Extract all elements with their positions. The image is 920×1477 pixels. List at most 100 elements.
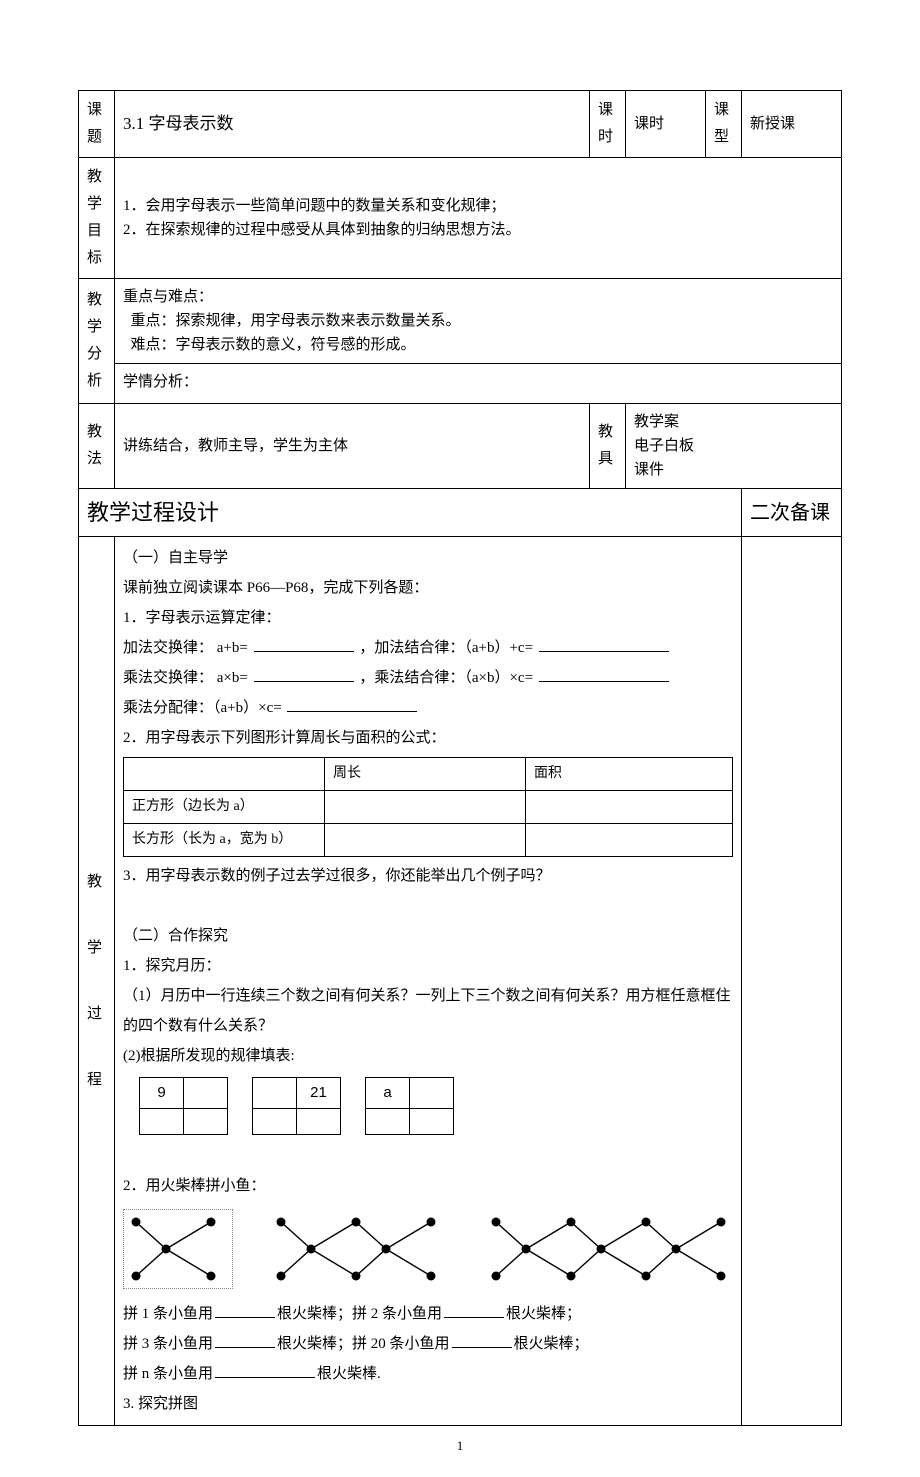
- key-point: 重点：探索规律，用字母表示数来表示数量关系。: [123, 309, 833, 333]
- fish-svg-2: [273, 1214, 448, 1284]
- grid2-tr: 21: [297, 1078, 341, 1109]
- tools-content: 教学案 电子白板 课件: [626, 404, 842, 489]
- f1b: 根火柴棒；拼 2 条小鱼用: [277, 1306, 442, 1322]
- grid3-tl: a: [366, 1078, 410, 1109]
- line-distributive: 乘法分配律：（a+b）×c=: [123, 693, 733, 723]
- fish-diagrams: [123, 1209, 733, 1289]
- lesson-plan-table: 课 题 3.1 字母表示数 课 时 课时 课 型 新授课 教 学 目 标 1．会…: [78, 90, 842, 1426]
- objectives-row: 教 学 目 标 1．会用字母表示一些简单问题中的数量关系和变化规律； 2．在探索…: [79, 158, 842, 279]
- s2-q2: 2．用火柴棒拼小鱼：: [123, 1171, 733, 1201]
- s1-q2: 2．用字母表示下列图形计算周长与面积的公式：: [123, 723, 733, 753]
- student-analysis: 学情分析：: [115, 364, 842, 404]
- keypoints-content: 重点与难点： 重点：探索规律，用字母表示数来表示数量关系。 难点：字母表示数的意…: [115, 279, 842, 364]
- t-col1: [124, 758, 325, 791]
- line-multiplication: 乘法交换律： a×b= ，乘法结合律：（a×b）×c=: [123, 663, 733, 693]
- blank-3: [254, 667, 354, 682]
- header-row: 课 题 3.1 字母表示数 课 时 课时 课 型 新授课: [79, 91, 842, 158]
- lesson-title: 3.1 字母表示数: [115, 91, 590, 158]
- s1-pre: 课前独立阅读课本 P66—P68，完成下列各题：: [123, 573, 733, 603]
- grid-1: 9: [139, 1077, 228, 1135]
- tool-1: 教学案: [634, 410, 833, 434]
- f2c: 根火柴棒；: [514, 1336, 589, 1352]
- method-value: 讲练结合，教师主导，学生为主体: [115, 404, 590, 489]
- fish-svg-1: [128, 1214, 228, 1284]
- objective-2: 2．在探索规律的过程中感受从具体到抽象的归纳思想方法。: [123, 218, 833, 242]
- process-content: （一）自主导学 课前独立阅读课本 P66—P68，完成下列各题： 1．字母表示运…: [115, 537, 742, 1426]
- tool-3: 课件: [634, 458, 833, 482]
- fish-svg-3: [488, 1214, 738, 1284]
- grid-3: a: [365, 1077, 454, 1135]
- keypoints-title: 重点与难点：: [123, 285, 833, 309]
- cell-r1c3: [525, 791, 732, 824]
- blank-f4: [452, 1333, 512, 1348]
- period-label: 课 时: [590, 91, 626, 158]
- tool-2: 电子白板: [634, 434, 833, 458]
- notes-column: [742, 537, 842, 1426]
- period-value: 课时: [626, 91, 706, 158]
- line-addition: 加法交换律： a+b= ，加法结合律：（a+b）+c=: [123, 633, 733, 663]
- s1-q1a: 加法交换律： a+b=: [123, 640, 248, 656]
- f3b: 根火柴棒.: [317, 1366, 381, 1382]
- fill-line-1: 拼 1 条小鱼用 根火柴棒；拼 2 条小鱼用 根火柴棒；: [123, 1299, 733, 1329]
- tools-label: 教 具: [590, 404, 626, 489]
- t-col3: 面积: [525, 758, 732, 791]
- s1-q1d: ，乘法结合律：（a×b）×c=: [359, 670, 533, 686]
- s1-q3: 3．用字母表示数的例子过去学过很多，你还能举出几个例子吗？: [123, 861, 733, 891]
- t-col2: 周长: [324, 758, 525, 791]
- type-value: 新授课: [742, 91, 842, 158]
- method-label: 教 法: [79, 404, 115, 489]
- s1-q1e: 乘法分配律：（a+b）×c=: [123, 700, 282, 716]
- s1-q1b: ，加法结合律：（a+b）+c=: [359, 640, 533, 656]
- grid1-tl: 9: [140, 1078, 184, 1109]
- process-title: 教学过程设计: [79, 489, 742, 537]
- fish-1: [123, 1209, 233, 1289]
- difficulty: 难点：字母表示数的意义，符号感的形成。: [123, 333, 833, 357]
- blank-f5: [215, 1363, 315, 1378]
- section-title-row: 教学过程设计 二次备课: [79, 489, 842, 537]
- method-row: 教 法 讲练结合，教师主导，学生为主体 教 具 教学案 电子白板 课件: [79, 404, 842, 489]
- objectives-label: 教 学 目 标: [79, 158, 115, 279]
- blank-5: [287, 697, 417, 712]
- cell-r2c2: [324, 824, 525, 857]
- page-number: 1: [78, 1436, 842, 1457]
- blank-1: [254, 637, 354, 652]
- cell-r1c2: [324, 791, 525, 824]
- objectives-content: 1．会用字母表示一些简单问题中的数量关系和变化规律； 2．在探索规律的过程中感受…: [115, 158, 842, 279]
- blank-f2: [444, 1303, 504, 1318]
- s1-q1c: 乘法交换律： a×b=: [123, 670, 248, 686]
- f1a: 拼 1 条小鱼用: [123, 1306, 213, 1322]
- s2-title: （二）合作探究: [123, 921, 733, 951]
- s2-q1b: (2)根据所发现的规律填表:: [123, 1041, 733, 1071]
- s2-q3: 3. 探究拼图: [123, 1389, 733, 1419]
- blank-2: [539, 637, 669, 652]
- t-row2: 长方形（长为 a，宽为 b）: [124, 824, 325, 857]
- f2b: 根火柴棒；拼 20 条小鱼用: [277, 1336, 450, 1352]
- analysis-label: 教 学 分 析: [79, 279, 115, 404]
- fish-2: [273, 1214, 448, 1284]
- s2-q1a: （1）月历中一行连续三个数之间有何关系？一列上下三个数之间有何关系？用方框任意框…: [123, 981, 733, 1041]
- process-side-label: 教 学 过 程: [79, 537, 115, 1426]
- s1-title: （一）自主导学: [123, 543, 733, 573]
- objective-1: 1．会用字母表示一些简单问题中的数量关系和变化规律；: [123, 194, 833, 218]
- s2-q1: 1．探究月历：: [123, 951, 733, 981]
- keypoints-row: 教 学 分 析 重点与难点： 重点：探索规律，用字母表示数来表示数量关系。 难点…: [79, 279, 842, 364]
- fish-3: [488, 1214, 738, 1284]
- process-row: 教 学 过 程 （一）自主导学 课前独立阅读课本 P66—P68，完成下列各题：…: [79, 537, 842, 1426]
- t-row1: 正方形（边长为 a）: [124, 791, 325, 824]
- f1c: 根火柴棒；: [506, 1306, 581, 1322]
- blank-4: [539, 667, 669, 682]
- calendar-grids: 9 21 a: [139, 1077, 454, 1135]
- f3a: 拼 n 条小鱼用: [123, 1366, 213, 1382]
- topic-label: 课 题: [79, 91, 115, 158]
- grid-2: 21: [252, 1077, 341, 1135]
- formula-table: 周长 面积 正方形（边长为 a） 长方形（长为 a，宽为 b）: [123, 757, 733, 857]
- notes-title: 二次备课: [742, 489, 842, 537]
- f2a: 拼 3 条小鱼用: [123, 1336, 213, 1352]
- blank-f1: [215, 1303, 275, 1318]
- s1-q1: 1．字母表示运算定律：: [123, 603, 733, 633]
- type-label: 课 型: [706, 91, 742, 158]
- fill-line-2: 拼 3 条小鱼用 根火柴棒；拼 20 条小鱼用 根火柴棒；: [123, 1329, 733, 1359]
- blank-f3: [215, 1333, 275, 1348]
- cell-r2c3: [525, 824, 732, 857]
- fill-line-3: 拼 n 条小鱼用 根火柴棒.: [123, 1359, 733, 1389]
